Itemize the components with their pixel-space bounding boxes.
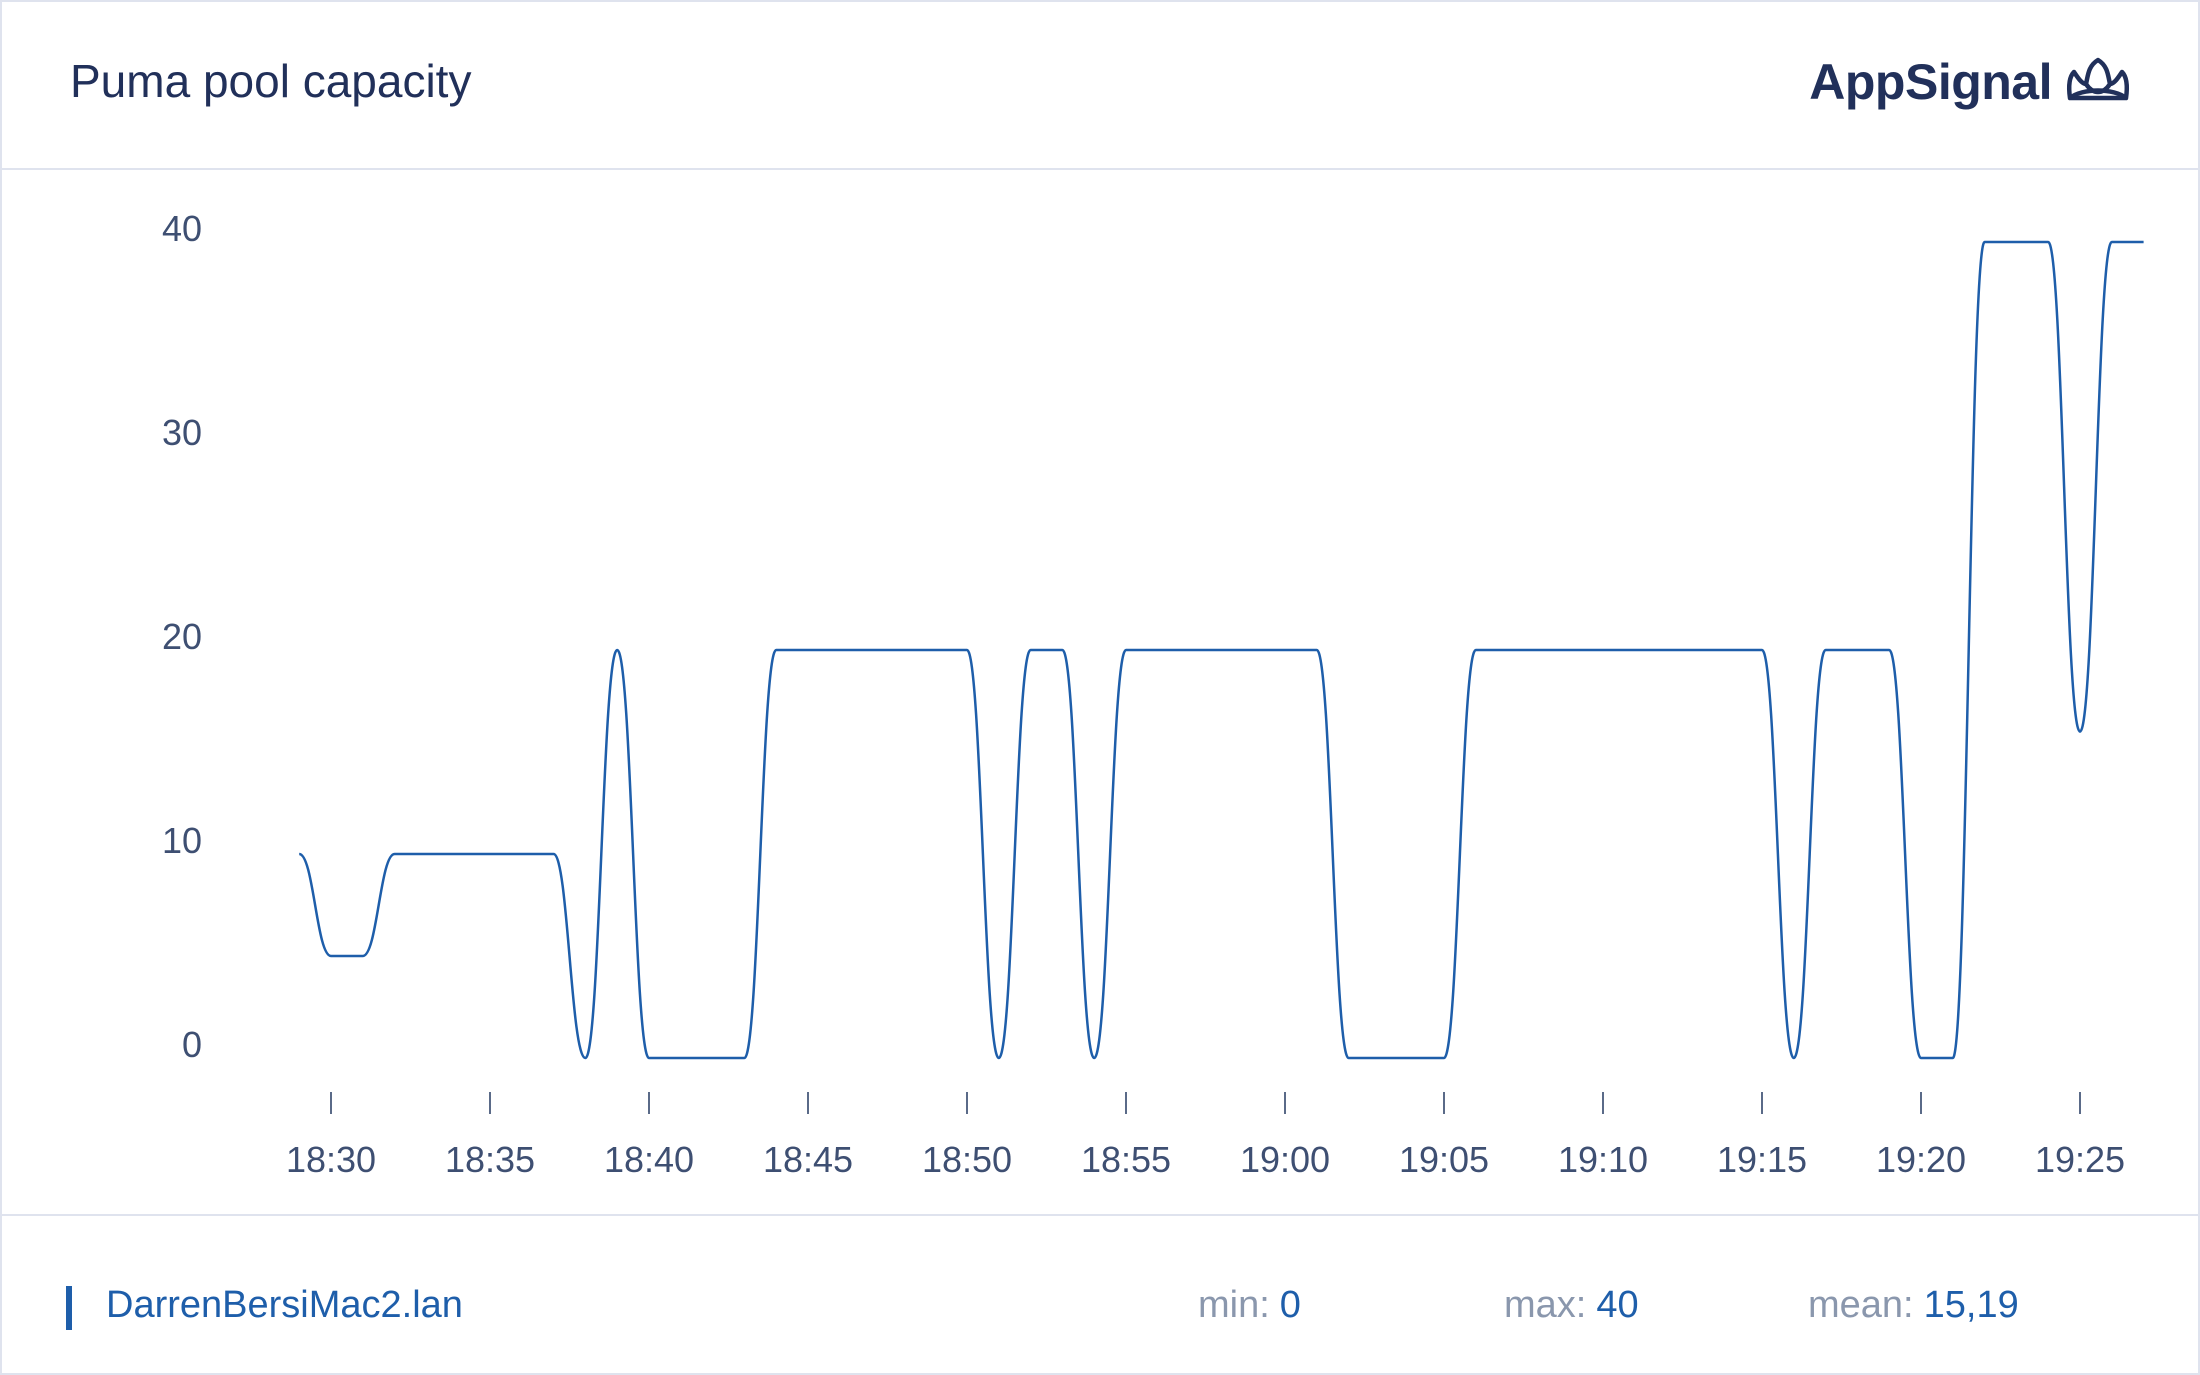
min-stat: min: 0 bbox=[1198, 1284, 1301, 1327]
series-name[interactable]: DarrenBersiMac2.lan bbox=[106, 1284, 463, 1326]
chart-legend: DarrenBersiMac2.lan min: 0 max: 40 mean: 15… bbox=[2, 1214, 2198, 1375]
x-tick-label: 18:50 bbox=[922, 1139, 1012, 1180]
max-stat: max: 40 bbox=[1504, 1284, 1639, 1327]
y-tick-label: 20 bbox=[162, 616, 202, 657]
x-tick-label: 18:35 bbox=[445, 1139, 535, 1180]
x-tick-label: 19:05 bbox=[1399, 1139, 1489, 1180]
chart-area: 0 10 20 30 40 18:30 18:35 18:40 18:45 18:50 18:55 1… bbox=[2, 170, 2198, 1210]
x-tick-label: 19:25 bbox=[2035, 1139, 2125, 1180]
y-tick-label: 0 bbox=[182, 1024, 202, 1065]
min-value: 0 bbox=[1279, 1284, 1301, 1326]
x-tick-label: 18:45 bbox=[763, 1139, 853, 1180]
card-header: Puma pool capacity AppSignal bbox=[2, 2, 2198, 170]
x-tick-label: 19:10 bbox=[1558, 1139, 1648, 1180]
x-tick-label: 18:40 bbox=[604, 1139, 694, 1180]
chart-title: Puma pool capacity bbox=[70, 55, 472, 107]
y-tick-label: 40 bbox=[162, 208, 202, 249]
y-tick-label: 10 bbox=[162, 820, 202, 861]
crown-icon bbox=[2066, 57, 2130, 101]
mean-stat: mean: 15,19 bbox=[1808, 1284, 2019, 1327]
x-tick-label: 19:00 bbox=[1240, 1139, 1330, 1180]
series-color-swatch bbox=[66, 1286, 72, 1330]
series-line[interactable] bbox=[298, 240, 2144, 1060]
x-tick-label: 18:55 bbox=[1081, 1139, 1171, 1180]
mean-label: mean: bbox=[1808, 1284, 1914, 1326]
y-tick-label: 30 bbox=[162, 412, 202, 453]
line-chart: 0 10 20 30 40 18:30 18:35 18:40 18:45 18:50 18:55 1… bbox=[162, 208, 2144, 1180]
mean-value: 15,19 bbox=[1923, 1284, 2019, 1326]
max-label: max: bbox=[1504, 1284, 1587, 1326]
min-label: min: bbox=[1198, 1284, 1270, 1326]
x-tick-label: 19:15 bbox=[1717, 1139, 1807, 1180]
x-tick-label: 18:30 bbox=[286, 1139, 376, 1180]
x-tick-label: 19:20 bbox=[1876, 1139, 1966, 1180]
max-value: 40 bbox=[1596, 1284, 1639, 1326]
appsignal-logo[interactable]: AppSignal bbox=[1809, 52, 2132, 112]
brand-name: AppSignal bbox=[1809, 54, 2052, 110]
